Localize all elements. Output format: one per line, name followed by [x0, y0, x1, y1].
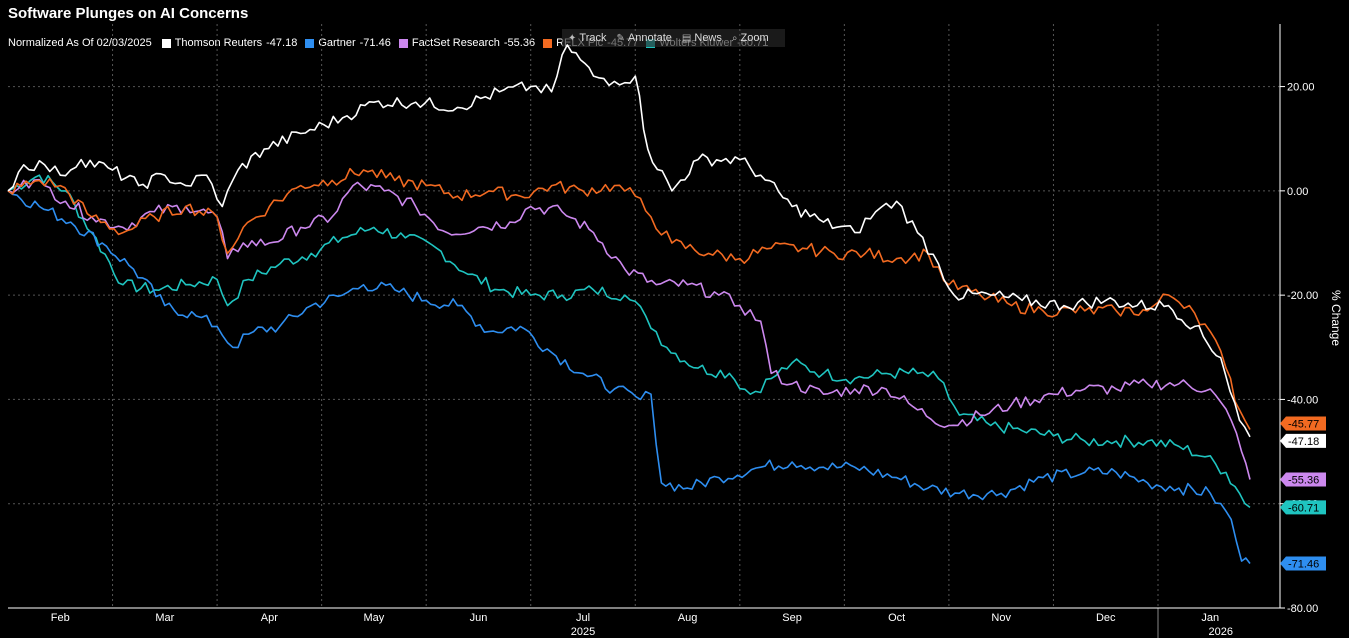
series-line-gartner[interactable] — [7, 190, 1251, 564]
end-value-tag: -71.46 — [1280, 556, 1326, 571]
legend-label: FactSet Research — [411, 37, 500, 49]
legend-value: -71.46 — [359, 37, 391, 49]
news-button[interactable]: ▤ News — [681, 32, 722, 44]
series-line-wolters-kluwer[interactable] — [7, 174, 1251, 509]
end-value-tag: -47.18 — [1280, 433, 1326, 448]
x-year-label: 2026 — [1208, 626, 1232, 638]
end-value-label: -55.36 — [1288, 475, 1319, 487]
legend-label: Gartner — [318, 37, 356, 49]
x-tick-label: May — [364, 612, 385, 624]
legend-item-factset[interactable]: FactSet Research -55.36 — [398, 37, 536, 49]
x-tick-label: Dec — [1096, 612, 1116, 624]
end-value-tag: -55.36 — [1280, 472, 1326, 487]
news-icon: ▤ — [681, 32, 692, 44]
series-line-relx-plc[interactable] — [7, 167, 1251, 430]
track-icon: ✦ — [568, 32, 577, 44]
chart-title: Software Plunges on AI Concerns — [8, 5, 249, 22]
end-value-tag-bg — [1280, 416, 1326, 431]
legend-swatch — [305, 38, 315, 48]
end-value-tag-bg — [1280, 472, 1326, 487]
end-value-label: -71.46 — [1288, 558, 1319, 570]
legend-value: -47.18 — [266, 37, 298, 49]
legend-prefix: Normalized As Of 02/03/2025 — [8, 37, 152, 49]
y-tick-label: -40.00 — [1287, 394, 1318, 406]
chart-toolbar: ✦ Track ✎ Annotate ▤ News ⌕ Zoom — [562, 29, 785, 47]
x-year-label: 2025 — [571, 626, 595, 638]
x-tick-label: Jun — [470, 612, 488, 624]
end-value-tag-bg — [1280, 433, 1326, 448]
legend-item-gartner[interactable]: Gartner -71.46 — [305, 37, 391, 49]
end-value-tag: -60.71 — [1280, 500, 1326, 515]
x-tick-label: Aug — [678, 612, 698, 624]
annotate-icon: ✎ — [616, 32, 625, 44]
y-tick-label: -20.00 — [1287, 290, 1318, 302]
x-tick-label: Apr — [261, 612, 278, 624]
legend-swatch — [161, 38, 171, 48]
end-value-tag-bg — [1280, 500, 1326, 515]
legend-value: -55.36 — [503, 37, 536, 49]
track-button[interactable]: ✦ Track — [568, 32, 607, 44]
x-tick-label: Sep — [782, 612, 802, 624]
legend-item-thomson-reuters[interactable]: Thomson Reuters -47.18 — [161, 37, 298, 49]
y-axis-label: % Change — [1329, 290, 1343, 346]
zoom-icon: ⌕ — [731, 32, 738, 44]
series-line-thomson-reuters[interactable] — [7, 44, 1251, 438]
end-value-label: -45.77 — [1288, 419, 1319, 431]
legend-swatch — [398, 38, 408, 48]
end-value-tag: -45.77 — [1280, 416, 1326, 431]
end-value-tag-bg — [1280, 556, 1326, 571]
zoom-button[interactable]: ⌕ Zoom — [731, 32, 769, 44]
x-tick-label: Oct — [888, 612, 905, 624]
x-tick-label: Jan — [1201, 612, 1219, 624]
y-tick-label: 0.00 — [1287, 186, 1308, 198]
x-tick-label: Nov — [991, 612, 1011, 624]
x-tick-label: Feb — [51, 612, 70, 624]
x-tick-label: Jul — [576, 612, 590, 624]
end-value-label: -47.18 — [1288, 436, 1319, 448]
y-tick-label: -80.00 — [1287, 603, 1318, 615]
y-tick-label: 20.00 — [1287, 82, 1315, 94]
legend-swatch — [543, 38, 553, 48]
end-value-label: -60.71 — [1288, 502, 1319, 514]
series-line-factset-research[interactable] — [7, 178, 1251, 480]
legend-label: Thomson Reuters — [174, 37, 263, 49]
annotate-button[interactable]: ✎ Annotate — [616, 32, 672, 44]
x-tick-label: Mar — [155, 612, 174, 624]
